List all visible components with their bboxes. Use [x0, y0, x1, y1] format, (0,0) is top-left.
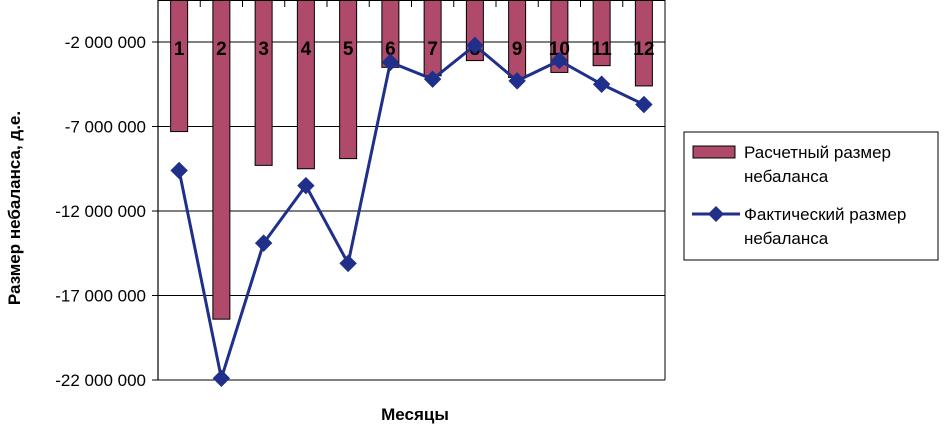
- category-label: 4: [301, 39, 312, 60]
- bar: [212, 0, 231, 320]
- category-label: 1: [174, 39, 185, 60]
- category-label: 3: [258, 39, 269, 60]
- bar: [170, 0, 189, 133]
- bar: [339, 0, 358, 160]
- data-point-marker: [297, 176, 315, 195]
- line-series: [170, 36, 653, 388]
- legend-label: небаланса: [744, 229, 829, 248]
- legend-label: Расчетный размер: [744, 143, 891, 162]
- data-point-marker: [592, 75, 611, 93]
- legend-swatch-marker: [708, 206, 724, 222]
- bar: [592, 0, 611, 67]
- data-point-marker: [635, 95, 653, 114]
- axes: [157, 0, 666, 380]
- x-axis-title: Месяцы: [381, 405, 449, 424]
- y-tick-label: -22 000 000: [55, 371, 146, 390]
- category-label: 6: [385, 39, 396, 60]
- data-point-marker: [550, 51, 569, 70]
- y-axis-title: Размер небаланса, д.е.: [5, 111, 24, 305]
- legend-label: Фактический размер: [744, 205, 906, 224]
- series-line: [177, 43, 645, 380]
- data-point-marker: [254, 234, 273, 252]
- data-point-marker: [339, 254, 357, 273]
- y-tick-labels: -2 000 000 -7 000 000 -12 000 000 -17 000 0…: [55, 33, 146, 390]
- y-tick-label: -17 000 000: [55, 287, 146, 306]
- category-label: 5: [343, 39, 354, 60]
- category-label: 7: [427, 39, 438, 60]
- data-point-marker: [170, 161, 188, 180]
- y-tick-label: -12 000 000: [55, 202, 146, 221]
- y-tick-label: -7 000 000: [65, 118, 146, 137]
- bar-series: [170, 0, 653, 320]
- y-tick-label: -2 000 000: [65, 33, 146, 52]
- data-point-marker: [381, 53, 400, 71]
- category-label: 11: [592, 39, 613, 60]
- category-label: 10: [549, 39, 570, 60]
- legend: Расчетный размер небаланса Фактический раз…: [683, 131, 939, 261]
- bar: [254, 0, 273, 166]
- bar: [423, 0, 442, 77]
- data-point-marker: [212, 369, 231, 388]
- data-point-marker: [466, 36, 484, 55]
- bar: [634, 0, 653, 87]
- legend-label: небаланса: [744, 167, 829, 186]
- category-label: 2: [216, 39, 227, 60]
- category-label: 12: [633, 39, 654, 60]
- data-point-marker: [423, 70, 442, 88]
- bar: [296, 0, 315, 170]
- bar: [550, 0, 569, 73]
- data-point-marker: [508, 72, 526, 90]
- legend-swatch-bar: [692, 145, 736, 159]
- gridlines: [152, 41, 665, 381]
- category-label: 9: [512, 39, 523, 60]
